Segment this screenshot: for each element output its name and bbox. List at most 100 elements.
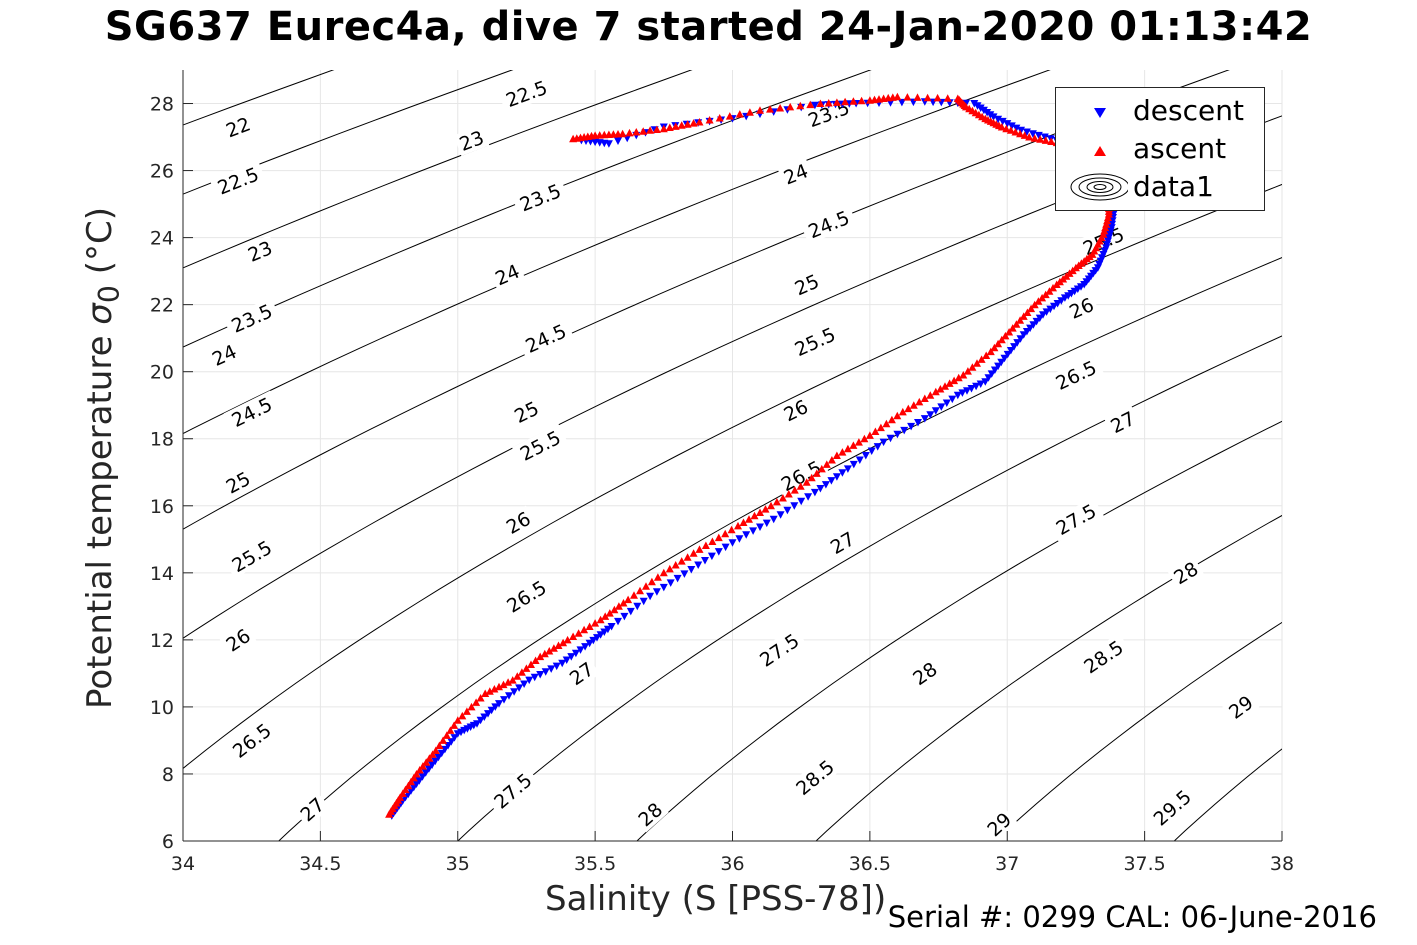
ascent-point xyxy=(636,586,644,595)
descent-point xyxy=(424,765,433,773)
ascent-point xyxy=(689,549,698,557)
ascent-point xyxy=(887,415,896,424)
descent-point xyxy=(1003,350,1012,359)
contour-label-background xyxy=(787,752,842,803)
ascent-point xyxy=(802,478,811,486)
y-tick-label: 10 xyxy=(150,697,174,719)
contour-label-text: 26.5 xyxy=(1052,357,1100,395)
contour-label-background xyxy=(485,765,540,816)
ascent-point xyxy=(715,114,724,122)
ascent-point xyxy=(671,561,680,569)
ascent-point xyxy=(725,112,734,120)
ascent-point xyxy=(954,373,963,382)
ascent-point xyxy=(412,770,421,778)
descent-point xyxy=(603,625,612,634)
contour-label-background xyxy=(224,715,279,766)
descent-point xyxy=(1053,300,1062,308)
chart-title: SG637 Eurec4a, dive 7 started 24-Jan-202… xyxy=(104,4,1313,50)
ascent-point xyxy=(559,638,568,647)
ascent-point xyxy=(531,656,540,664)
ascent-point xyxy=(398,789,407,797)
ascent-point xyxy=(695,545,704,553)
descent-point xyxy=(735,535,744,543)
descent-point xyxy=(505,692,513,700)
descent-point xyxy=(1017,126,1025,135)
descent-point xyxy=(920,415,929,423)
contour-label-text: 28 xyxy=(909,658,941,690)
ascent-point xyxy=(997,335,1006,344)
ascent-point xyxy=(786,102,795,111)
y-tick-label: 22 xyxy=(150,295,174,317)
ascent-point xyxy=(721,529,730,538)
descent-point xyxy=(614,617,622,626)
contour-label-text: 27 xyxy=(827,528,859,559)
contour-label: 27.5 xyxy=(1047,496,1104,542)
contour-label-text: 22.5 xyxy=(503,77,550,112)
contour-label: 24 xyxy=(205,338,243,372)
ascent-point xyxy=(936,385,945,393)
descent-point xyxy=(600,628,609,636)
ascent-point xyxy=(407,777,415,786)
descent-point xyxy=(1010,343,1019,351)
descent-point xyxy=(984,374,993,382)
descent-point xyxy=(749,527,758,535)
ascent-point xyxy=(990,343,999,352)
descent-point xyxy=(769,515,778,524)
descent-point xyxy=(450,734,459,742)
descent-point xyxy=(694,561,703,569)
contour-label: 26.5 xyxy=(498,573,555,620)
descent-point xyxy=(596,631,605,639)
x-tick-label: 37 xyxy=(995,853,1019,875)
ascent-point xyxy=(796,482,805,490)
y-tick-label: 28 xyxy=(150,94,174,116)
ascent-point xyxy=(574,629,583,637)
ascent-point xyxy=(817,464,826,473)
contour-label-background xyxy=(511,177,569,218)
descent-point xyxy=(431,757,440,766)
descent-point xyxy=(1007,122,1016,130)
ascent-point xyxy=(705,116,714,124)
ascent-point xyxy=(832,98,841,106)
ascent-point xyxy=(458,711,467,720)
contour-label-background xyxy=(980,805,1018,843)
ascent-point xyxy=(784,490,793,498)
contour-label-background xyxy=(293,791,331,828)
descent-point xyxy=(428,761,437,769)
contour-label-text: 27 xyxy=(566,658,598,690)
contour-label-background xyxy=(453,124,490,157)
ascent-point xyxy=(446,726,455,734)
contour-label: 23 xyxy=(241,235,278,267)
descent-point xyxy=(990,366,999,374)
ascent-point xyxy=(816,99,825,107)
ascent-point xyxy=(490,685,499,693)
ascent-point xyxy=(580,625,589,634)
descent-point xyxy=(1026,324,1035,333)
contour-label-background xyxy=(773,453,830,498)
ascent-point xyxy=(401,785,410,794)
ascent-point xyxy=(822,460,831,468)
descent-point xyxy=(1057,297,1066,305)
ascent-point xyxy=(920,394,929,402)
contour-label-background xyxy=(498,74,555,113)
ascent-point xyxy=(569,632,578,640)
descent-point xyxy=(1029,321,1038,329)
ascent-point xyxy=(671,122,680,130)
descent-point xyxy=(680,570,689,578)
descent-point xyxy=(1003,120,1012,128)
contour-label-background xyxy=(906,655,944,691)
ascent-point xyxy=(476,694,485,702)
ascent-point xyxy=(778,494,787,502)
contour-label: 28.5 xyxy=(787,752,842,803)
ascent-point xyxy=(865,96,874,104)
ascent-point xyxy=(959,371,968,379)
ascent-point xyxy=(931,387,940,396)
descent-point xyxy=(886,434,895,443)
contour-label: 25.5 xyxy=(786,320,844,363)
descent-point xyxy=(838,469,847,477)
ascent-point xyxy=(453,716,462,724)
descent-point xyxy=(418,773,427,781)
descent-point xyxy=(593,634,601,642)
descent-point xyxy=(500,696,508,704)
x-tick-label: 38 xyxy=(1270,853,1294,875)
ascent-point xyxy=(767,501,775,510)
